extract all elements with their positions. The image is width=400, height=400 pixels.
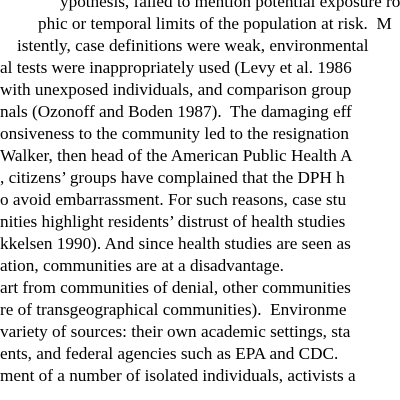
text-line-2: phic or temporal limits of the populatio… [38,14,392,33]
text-line-12: kkelsen 1990). And since health studies … [0,234,351,253]
text-line-1: ypothesis, failed to mention potential e… [60,0,400,11]
text-line-15: re of transgeographical communities). En… [0,300,347,319]
text-line-18: ment of a number of isolated individuals… [0,366,356,385]
text-line-7: onsiveness to the community led to the r… [0,124,349,143]
text-line-13: ation, communities are at a disadvantage… [0,256,284,275]
text-line-6: nals (Ozonoff and Boden 1987). The damag… [0,102,352,121]
text-line-8: Walker, then head of the American Public… [0,146,353,165]
text-line-17: ents, and federal agencies such as EPA a… [0,344,339,363]
text-line-3: istently, case definitions were weak, en… [17,36,369,55]
text-line-4: al tests were inappropriately used (Levy… [0,58,352,77]
text-line-11: nities highlight residents’ distrust of … [0,212,346,231]
text-line-5: with unexposed individuals, and comparis… [0,80,352,99]
text-line-9: , citizens’ groups have complained that … [0,168,345,187]
text-line-16: variety of sources: their own academic s… [0,322,351,341]
text-line-10: o avoid embarrassment. For such reasons,… [0,190,347,209]
text-line-14: art from communities of denial, other co… [0,278,351,297]
